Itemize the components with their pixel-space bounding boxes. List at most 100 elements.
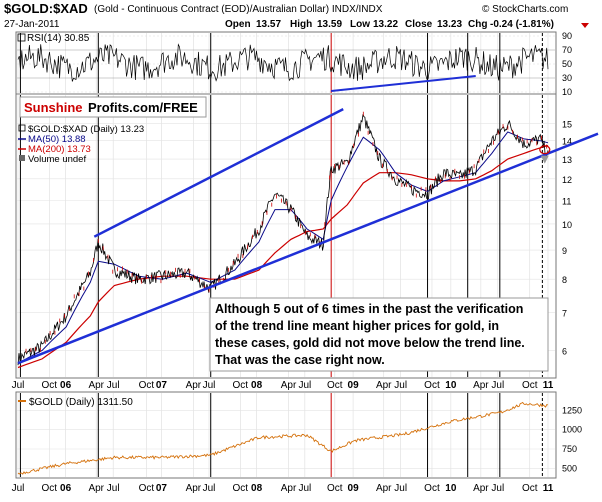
gold-line — [17, 401, 549, 475]
annotation-line-3: these cases, gold did not move below the… — [215, 336, 525, 350]
price-tick-label: 12 — [562, 175, 572, 185]
rsi-legend-icon — [17, 33, 26, 42]
chg-value: -0.24 (-1.81%) — [490, 19, 554, 30]
upper-trend-line — [93, 108, 344, 238]
legend-entry: MA(50) 13.88 — [28, 134, 86, 145]
x-tick-label: Apr — [376, 483, 392, 494]
sunshine-logo: Sunshine Profits.com/FREE — [19, 96, 207, 118]
x-tick-label: Jul — [203, 483, 216, 494]
x-tick-label: Oct — [42, 483, 58, 494]
gold-legend: $GOLD (Daily) 1311.50 — [18, 397, 133, 408]
gold-tick-label: 750 — [562, 444, 577, 454]
price-tick-label: 6 — [562, 346, 567, 356]
open-value: 13.57 — [256, 19, 281, 30]
header-description: (Gold - Continuous Contract (EOD)/Austra… — [94, 4, 383, 15]
x-tick-label: 06 — [60, 380, 72, 391]
x-tick-label: Oct — [233, 380, 249, 391]
x-tick-label: Oct — [139, 380, 155, 391]
legend-volume-icon — [19, 155, 25, 161]
x-tick-label: Jul — [107, 380, 120, 391]
high-label: High — [290, 19, 312, 30]
x-tick-label: Apr — [281, 483, 297, 494]
highlight-circle — [539, 145, 551, 155]
x-tick-label: Oct — [139, 483, 155, 494]
gold-tick-label: 1250 — [562, 405, 582, 415]
x-tick-label: Jul — [107, 483, 120, 494]
logo-box — [19, 96, 207, 118]
close-value: 13.23 — [437, 19, 462, 30]
x-tick-label: 09 — [348, 380, 360, 391]
x-tick-label: Jul — [298, 380, 311, 391]
x-tick-label: Apr — [473, 380, 489, 391]
x-axis-bottom: Jul Oct 06 Apr Jul Oct 07 Apr Jul Oct 08 Apr Jul Oct 0… — [12, 483, 554, 494]
x-tick-label: 09 — [348, 483, 360, 494]
high-value: 13.59 — [317, 19, 342, 30]
price-tick-label: 9 — [562, 246, 567, 256]
x-axis-middle: Jul Oct 06 Apr Jul Oct 07 Apr Jul Oct 08 Apr Jul Oct 0… — [12, 380, 554, 391]
close-label: Close — [405, 19, 433, 30]
x-tick-label: 10 — [445, 483, 457, 494]
logo-right: Profits.com/FREE — [88, 100, 198, 115]
arrow-icon — [540, 155, 549, 164]
legend-entry: $GOLD:$XAD (Daily) 13.23 — [28, 124, 144, 135]
x-tick-label: 06 — [60, 483, 72, 494]
price-tick-label: 8 — [562, 275, 567, 285]
legend-entry: MA(200) 13.73 — [28, 144, 91, 155]
gold-ticks: 1250 1000 750 500 — [562, 405, 582, 473]
rsi-legend: RSI(14) 30.85 — [17, 33, 90, 44]
header-date: 27-Jan-2011 — [4, 19, 60, 30]
x-tick-label: Oct — [522, 380, 538, 391]
x-tick-label: 08 — [251, 483, 263, 494]
x-tick-label: Jul — [491, 483, 504, 494]
trend-channel — [17, 75, 599, 365]
open-label: Open — [225, 19, 251, 30]
x-tick-label: 07 — [156, 483, 168, 494]
price-tick-label: 13 — [562, 155, 572, 165]
ma200-line — [17, 144, 549, 369]
price-ticks: 15 14 13 12 11 10 9 8 7 6 — [562, 120, 572, 357]
x-tick-label: Oct — [424, 483, 440, 494]
rsi-tick-label: 50 — [562, 59, 572, 69]
rsi-series — [17, 43, 549, 82]
low-value: 13.22 — [373, 19, 398, 30]
annotation-line-1: Although 5 out of 6 times in the past th… — [215, 302, 523, 316]
down-arrow-icon — [581, 23, 589, 28]
x-tick-label: Jul — [12, 380, 25, 391]
x-tick-label: Apr — [88, 483, 104, 494]
gold-tick-label: 500 — [562, 463, 577, 473]
x-tick-label: 11 — [543, 483, 554, 494]
x-tick-label: Apr — [376, 380, 392, 391]
x-tick-label: Apr — [281, 380, 297, 391]
x-tick-label: 08 — [251, 380, 263, 391]
x-tick-label: Oct — [233, 483, 249, 494]
x-tick-label: Apr — [473, 483, 489, 494]
x-tick-label: Jul — [203, 380, 216, 391]
x-tick-label: 11 — [543, 380, 554, 391]
price-series — [17, 111, 549, 369]
header-source: © StockCharts.com — [482, 4, 568, 15]
price-tick-label: 15 — [562, 120, 572, 130]
rsi-ticks: 90 70 50 30 10 — [562, 31, 572, 97]
rsi-tick-label: 10 — [562, 87, 572, 97]
low-label: Low — [350, 19, 370, 30]
price-tick-label: 10 — [562, 220, 572, 230]
legend-entry: Volume undef — [28, 154, 86, 165]
x-tick-label: Apr — [186, 380, 202, 391]
price-tick-label: 7 — [562, 308, 567, 318]
price-line — [17, 114, 549, 366]
rsi-tick-label: 70 — [562, 45, 572, 55]
x-tick-label: Oct — [522, 483, 538, 494]
annotation-line-4: That was the case right now. — [215, 353, 385, 367]
annotation-line-2: of the trend line meant higher prices fo… — [215, 319, 499, 333]
chg-label: Chg — [468, 19, 487, 30]
rsi-trend-line — [331, 75, 476, 92]
x-tick-label: Oct — [42, 380, 58, 391]
logo-left: Sunshine — [24, 100, 83, 115]
lower-trend-line — [17, 132, 599, 365]
x-tick-label: Jul — [394, 380, 407, 391]
gold-legend-text: $GOLD (Daily) 1311.50 — [29, 397, 133, 408]
price-tick-label: 11 — [562, 196, 571, 206]
